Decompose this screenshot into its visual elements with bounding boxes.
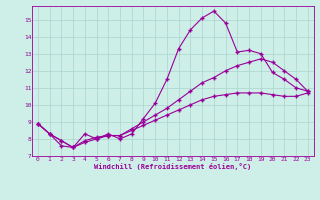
X-axis label: Windchill (Refroidissement éolien,°C): Windchill (Refroidissement éolien,°C)	[94, 163, 252, 170]
